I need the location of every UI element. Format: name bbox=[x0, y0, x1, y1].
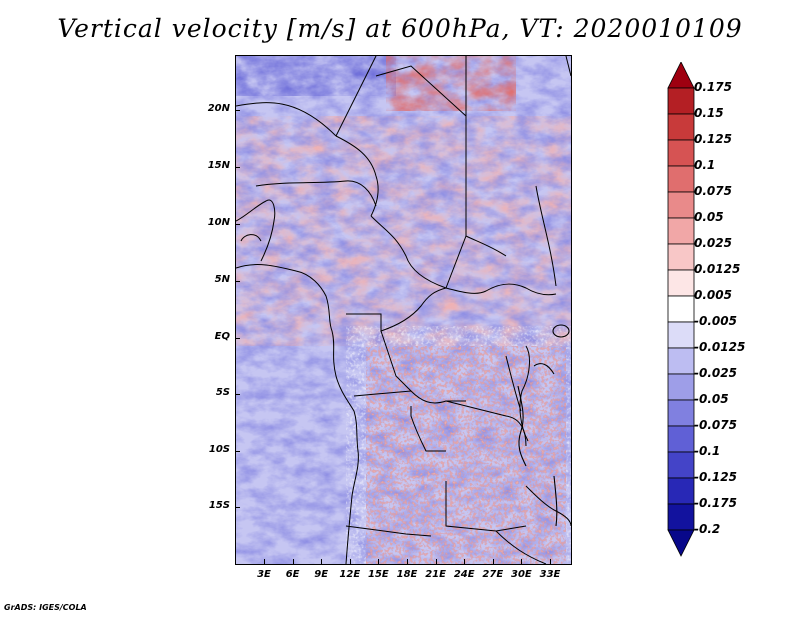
colorbar-bin bbox=[667, 373, 695, 401]
colorbar-bin bbox=[667, 139, 695, 167]
colorbar-bin bbox=[667, 62, 695, 89]
colorbar-bin bbox=[667, 347, 695, 375]
lat-label: 10S bbox=[208, 444, 230, 455]
field-north-negative bbox=[236, 56, 396, 96]
lon-label: 21E bbox=[425, 569, 446, 580]
colorbar-label: 0.05 bbox=[694, 210, 724, 224]
colorbar bbox=[667, 62, 695, 557]
colorbar-label: 0.125 bbox=[694, 132, 732, 146]
lon-tick bbox=[521, 559, 523, 564]
lon-tick bbox=[407, 559, 408, 564]
colorbar-label: 0.005 bbox=[694, 288, 732, 302]
lat-tick bbox=[235, 167, 240, 168]
colorbar-bin bbox=[667, 113, 695, 141]
colorbar-bin bbox=[667, 243, 695, 271]
lon-label: 18E bbox=[396, 569, 418, 580]
lat-label: 15S bbox=[208, 500, 230, 511]
convective-neutral bbox=[346, 326, 571, 564]
colorbar-label: -0.025 bbox=[694, 366, 737, 380]
colorbar-bin bbox=[667, 269, 695, 297]
colorbar-bin bbox=[667, 503, 695, 531]
lat-tick bbox=[235, 338, 240, 339]
colorbar-bin bbox=[667, 165, 695, 193]
lat-tick bbox=[235, 110, 240, 111]
lon-label: 24E bbox=[453, 569, 475, 580]
colorbar-label: 0.0125 bbox=[694, 262, 741, 276]
colorbar-label: 0.025 bbox=[694, 236, 732, 250]
colorbar-bin bbox=[667, 321, 695, 349]
colorbar-bin bbox=[667, 191, 695, 219]
lon-tick bbox=[464, 559, 466, 564]
lon-tick bbox=[349, 559, 351, 564]
colorbar-label: -0.175 bbox=[694, 496, 737, 510]
colorbar-bin bbox=[667, 425, 695, 453]
lat-label: 15N bbox=[207, 160, 230, 171]
colorbar-bin bbox=[667, 295, 695, 323]
lat-label: 20N bbox=[207, 103, 230, 114]
colorbar-label: -0.005 bbox=[694, 314, 737, 328]
lat-tick bbox=[235, 507, 240, 508]
colorbar-bin bbox=[667, 529, 695, 557]
map-title: Vertical velocity [m/s] at 600hPa, VT: 2… bbox=[57, 14, 743, 43]
lat-label: 5S bbox=[215, 387, 230, 398]
country-borders bbox=[236, 56, 571, 564]
lon-tick bbox=[292, 559, 294, 564]
colorbar-label: -0.05 bbox=[694, 392, 729, 406]
colorbar-label: 0.075 bbox=[694, 184, 732, 198]
colorbar-label: -0.0125 bbox=[694, 340, 746, 354]
colorbar-bin bbox=[667, 477, 695, 505]
colorbar-label: -0.1 bbox=[694, 444, 721, 458]
map-panel bbox=[235, 55, 572, 565]
colorbar-label: -0.075 bbox=[694, 418, 737, 432]
lat-tick bbox=[235, 394, 240, 395]
lon-label: 12E bbox=[339, 569, 361, 580]
colorbar-label: 0.15 bbox=[694, 106, 724, 120]
lat-label: EQ bbox=[214, 331, 230, 342]
lat-tick bbox=[235, 451, 240, 452]
colorbar-label: 0.175 bbox=[694, 80, 732, 94]
colorbar-bin bbox=[667, 399, 695, 427]
lon-label: 33E bbox=[539, 569, 561, 580]
colorbar-label: 0.1 bbox=[694, 158, 716, 172]
lon-tick bbox=[492, 559, 494, 564]
lon-label: 27E bbox=[482, 569, 504, 580]
lat-label: 10N bbox=[207, 217, 230, 228]
lat-tick bbox=[235, 224, 240, 225]
footer-credit: GrADS: IGES/COLA bbox=[4, 603, 87, 612]
lakes bbox=[517, 324, 570, 527]
colorbar-label: -0.125 bbox=[694, 470, 737, 484]
lat-tick bbox=[235, 281, 240, 282]
colorbar-bin bbox=[667, 87, 695, 115]
lon-label: 6E bbox=[285, 569, 300, 580]
lon-label: 9E bbox=[314, 569, 329, 580]
lon-tick bbox=[378, 559, 380, 564]
lon-label: 3E bbox=[257, 569, 271, 580]
colorbar-bin bbox=[667, 451, 695, 479]
lat-label: 5N bbox=[214, 274, 230, 285]
colorbar-label: -0.2 bbox=[694, 522, 721, 536]
lon-tick bbox=[435, 559, 437, 564]
lon-tick bbox=[321, 559, 323, 564]
lon-tick bbox=[264, 559, 265, 564]
lon-label: 30E bbox=[511, 569, 532, 580]
lon-label: 15E bbox=[368, 569, 389, 580]
velocity-field-map bbox=[236, 56, 571, 564]
lon-tick bbox=[550, 559, 551, 564]
colorbar-bin bbox=[667, 217, 695, 245]
